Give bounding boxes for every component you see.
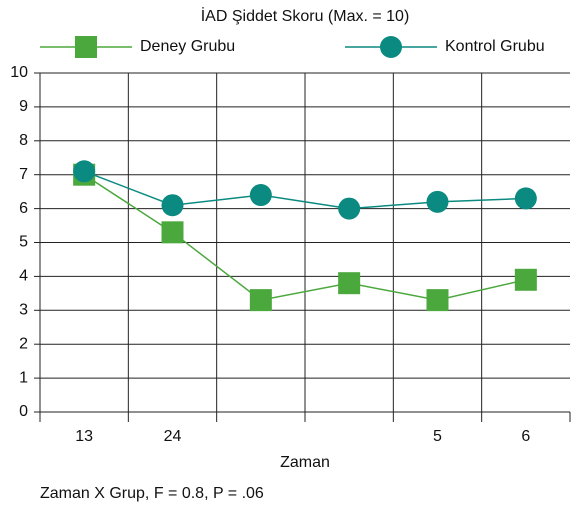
y-tick-label: 8 <box>19 132 28 149</box>
x-tick-label: 13 <box>75 428 93 445</box>
marker <box>249 184 272 207</box>
marker <box>426 289 449 312</box>
marker <box>338 197 361 220</box>
footnote: Zaman X Grup, F = 0.8, P = .06 <box>40 485 264 502</box>
x-tick-label: 5 <box>433 428 442 445</box>
marker <box>338 272 361 295</box>
y-tick-label: 5 <box>19 234 28 251</box>
y-tick-label: 1 <box>19 369 28 386</box>
marker <box>161 221 184 244</box>
y-tick-label: 6 <box>19 200 28 217</box>
marker <box>249 289 272 312</box>
y-tick-label: 0 <box>19 403 28 420</box>
marker <box>161 194 184 217</box>
x-tick-label: 24 <box>164 428 182 445</box>
marker <box>514 268 537 291</box>
marker <box>75 36 97 58</box>
y-tick-label: 7 <box>19 166 28 183</box>
x-axis-label: Zaman <box>280 454 330 471</box>
legend-label: Kontrol Grubu <box>445 38 545 55</box>
y-tick-label: 3 <box>19 302 28 319</box>
y-tick-label: 9 <box>19 98 28 115</box>
marker <box>380 36 402 58</box>
y-tick-label: 10 <box>10 64 28 81</box>
chart-title: İAD Şiddet Skoru (Max. = 10) <box>201 6 410 25</box>
series-line <box>83 170 526 210</box>
marker <box>426 190 449 213</box>
y-tick-label: 2 <box>19 335 28 352</box>
x-tick-label: 6 <box>521 428 530 445</box>
marker <box>514 187 537 210</box>
y-tick-label: 4 <box>19 268 28 285</box>
series-line <box>83 174 527 301</box>
marker <box>73 160 96 183</box>
legend-label: Deney Grubu <box>140 38 235 55</box>
